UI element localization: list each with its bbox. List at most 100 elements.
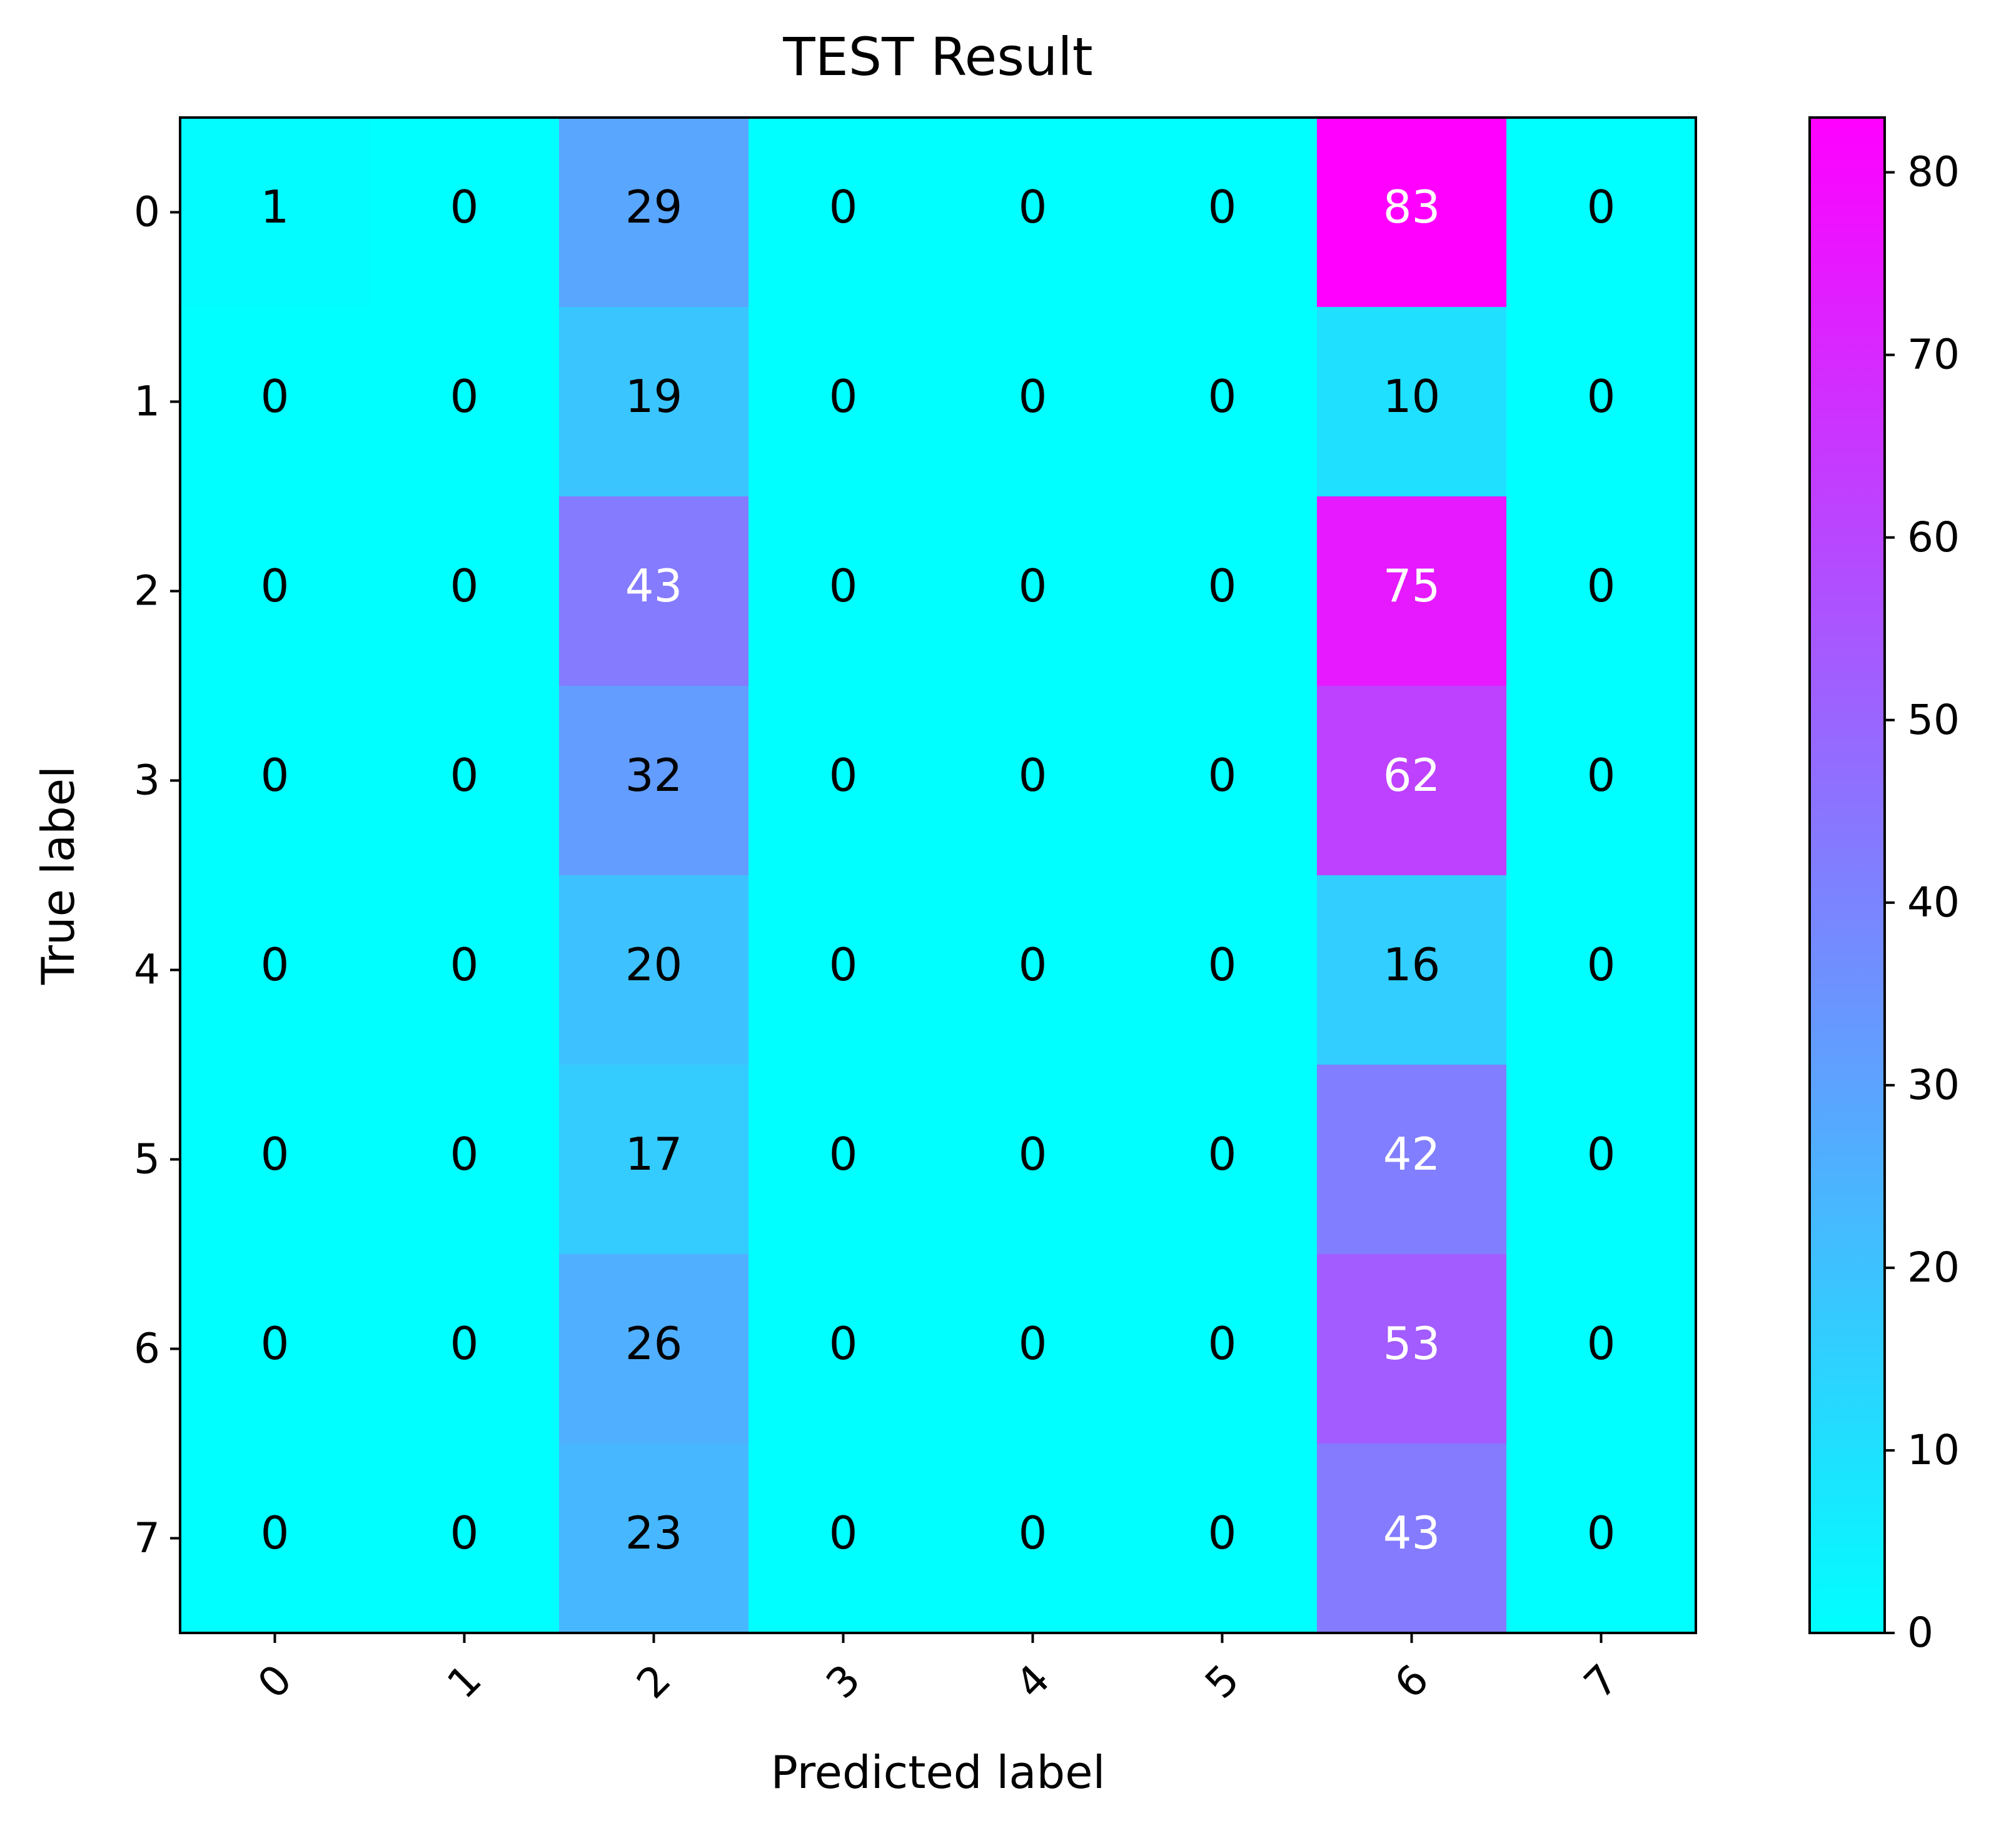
heatmap-cell <box>1506 496 1696 686</box>
colorbar-tick-label: 60 <box>1907 513 1960 561</box>
cell-value-label: 0 <box>1019 749 1047 801</box>
cell-value-label: 0 <box>1208 181 1237 233</box>
heatmap-cell <box>370 1254 560 1444</box>
cell-value-label: 0 <box>261 749 290 801</box>
heatmap-cell <box>748 875 939 1065</box>
cell-value-label: 0 <box>1208 1317 1237 1370</box>
cell-value-label: 0 <box>261 1128 290 1180</box>
cell-value-label: 0 <box>450 1317 479 1370</box>
cell-value-label: 0 <box>261 938 290 991</box>
heatmap-cell <box>370 1444 560 1634</box>
cell-value-label: 0 <box>261 370 290 423</box>
heatmap-cell <box>1506 1444 1696 1634</box>
cell-value-label: 0 <box>450 181 479 233</box>
heatmap-cell <box>180 118 370 308</box>
colorbar-tick-label: 70 <box>1907 331 1960 379</box>
heatmap-cell <box>559 496 749 686</box>
colorbar-tick-label: 80 <box>1907 148 1960 196</box>
x-axis-ticks: 0 1 2 3 4 5 6 7 <box>248 1633 1628 1708</box>
cell-value-label: 0 <box>829 1128 858 1180</box>
x-tick-label: 3 <box>817 1655 869 1708</box>
cell-value-label: 0 <box>1019 560 1047 612</box>
cell-value-label: 0 <box>1019 1128 1047 1180</box>
heatmap-cell <box>938 875 1128 1065</box>
heatmap-cell <box>1127 496 1318 686</box>
heatmap-cell <box>1506 1254 1696 1444</box>
cell-value-label: 0 <box>1587 938 1616 991</box>
cell-value-label: 0 <box>450 938 479 991</box>
cell-value-label: 0 <box>450 560 479 612</box>
y-tick-label: 3 <box>134 756 160 805</box>
heatmap-cell <box>938 1444 1128 1634</box>
x-tick-label: 4 <box>1006 1655 1059 1708</box>
heatmap-cell <box>559 875 749 1065</box>
heatmap-cell <box>748 118 939 308</box>
heatmap-cell <box>370 118 560 308</box>
colorbar-ticks: 0 10 20 30 40 50 60 70 80 <box>1885 148 1960 1657</box>
heatmap-cell <box>748 307 939 497</box>
heatmap-cell <box>180 686 370 876</box>
cell-value-label: 0 <box>1208 1507 1237 1559</box>
heatmap-cell <box>1127 686 1318 876</box>
heatmap-cell <box>1317 686 1507 876</box>
heatmap-cell <box>748 686 939 876</box>
heatmap-cell <box>1127 1254 1318 1444</box>
heatmap-cell <box>1506 686 1696 876</box>
x-tick-label: 0 <box>248 1655 301 1708</box>
x-tick-label: 1 <box>438 1655 490 1708</box>
cell-value-label: 0 <box>1208 1128 1237 1180</box>
heatmap-cell <box>1127 118 1318 308</box>
cell-value-label: 16 <box>1383 938 1441 991</box>
heatmap-cell <box>180 496 370 686</box>
cell-value-label: 0 <box>829 560 858 612</box>
cell-value-label: 0 <box>450 370 479 423</box>
cell-value-label: 10 <box>1383 370 1441 423</box>
cell-value-label: 0 <box>261 1507 290 1559</box>
heatmap-cell <box>180 1444 370 1634</box>
plot-frame <box>179 116 1697 1634</box>
x-tick-label: 7 <box>1575 1655 1627 1708</box>
cell-value-label: 0 <box>1019 938 1047 991</box>
cell-value-label: 0 <box>1208 370 1237 423</box>
cell-value-label: 0 <box>450 1128 479 1180</box>
cell-value-label: 0 <box>450 1507 479 1559</box>
cell-value-label: 0 <box>261 560 290 612</box>
heatmap-cell <box>1317 496 1507 686</box>
heatmap-cell <box>748 1065 939 1255</box>
cell-value-label: 0 <box>1587 560 1616 612</box>
heatmap-cell <box>938 307 1128 497</box>
colorbar-tick-label: 50 <box>1907 696 1960 744</box>
cell-value-label: 0 <box>1587 1128 1616 1180</box>
y-tick-label: 4 <box>134 946 160 994</box>
heatmap-cell <box>180 1065 370 1255</box>
cell-value-label: 0 <box>450 749 479 801</box>
colorbar-tick-label: 0 <box>1907 1609 1933 1657</box>
heatmap-cell-labels: 1 0 29 0 0 0 83 00 0 19 0 0 0 10 00 0 43 0 0 0 75 00 0 32 0 0 0 62 0… <box>261 181 1616 1559</box>
cell-value-label: 0 <box>1587 370 1616 423</box>
cell-value-label: 0 <box>1208 749 1237 801</box>
cell-value-label: 0 <box>829 1507 858 1559</box>
x-tick-label: 6 <box>1385 1655 1438 1708</box>
colorbar <box>1808 116 1886 1634</box>
heatmap-cell <box>370 496 560 686</box>
heatmap-cell <box>938 1254 1128 1444</box>
heatmap-cell <box>180 1254 370 1444</box>
heatmap-cell <box>1127 1444 1318 1634</box>
cell-value-label: 0 <box>1587 1317 1616 1370</box>
heatmap-cell <box>559 307 749 497</box>
heatmap-cell <box>1127 307 1318 497</box>
cell-value-label: 1 <box>261 181 290 233</box>
y-axis-label: True label <box>32 766 84 985</box>
cell-value-label: 32 <box>625 749 683 801</box>
heatmap-cell <box>1317 307 1507 497</box>
heatmap-cell <box>1127 875 1318 1065</box>
cell-value-label: 0 <box>1019 370 1047 423</box>
cell-value-label: 0 <box>1587 749 1616 801</box>
y-tick-label: 7 <box>134 1514 160 1562</box>
cell-value-label: 20 <box>625 938 683 991</box>
cell-value-label: 62 <box>1383 749 1441 801</box>
colorbar-tick-label: 30 <box>1907 1061 1960 1109</box>
heatmap-cell <box>370 1065 560 1255</box>
cell-value-label: 0 <box>261 1317 290 1370</box>
